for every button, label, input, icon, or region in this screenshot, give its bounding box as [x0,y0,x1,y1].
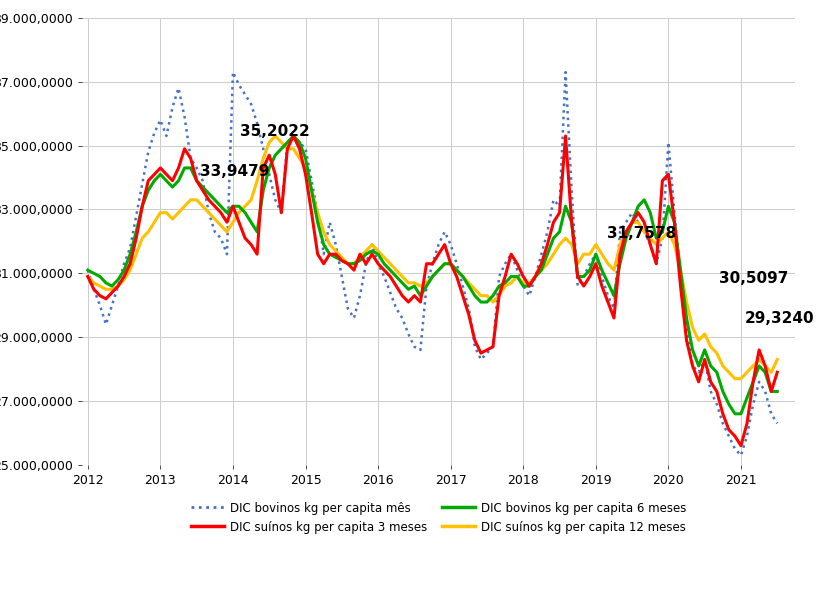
Text: 31,7578: 31,7578 [606,226,675,241]
Legend: DIC bovinos kg per capita mês, DIC suínos kg per capita 3 meses, DIC bovinos kg : DIC bovinos kg per capita mês, DIC suíno… [185,496,691,539]
Text: 30,5097: 30,5097 [718,271,788,286]
Text: 35,2022: 35,2022 [240,124,310,139]
Text: 33,9479: 33,9479 [200,164,269,179]
Text: 29,3240: 29,3240 [744,311,813,326]
